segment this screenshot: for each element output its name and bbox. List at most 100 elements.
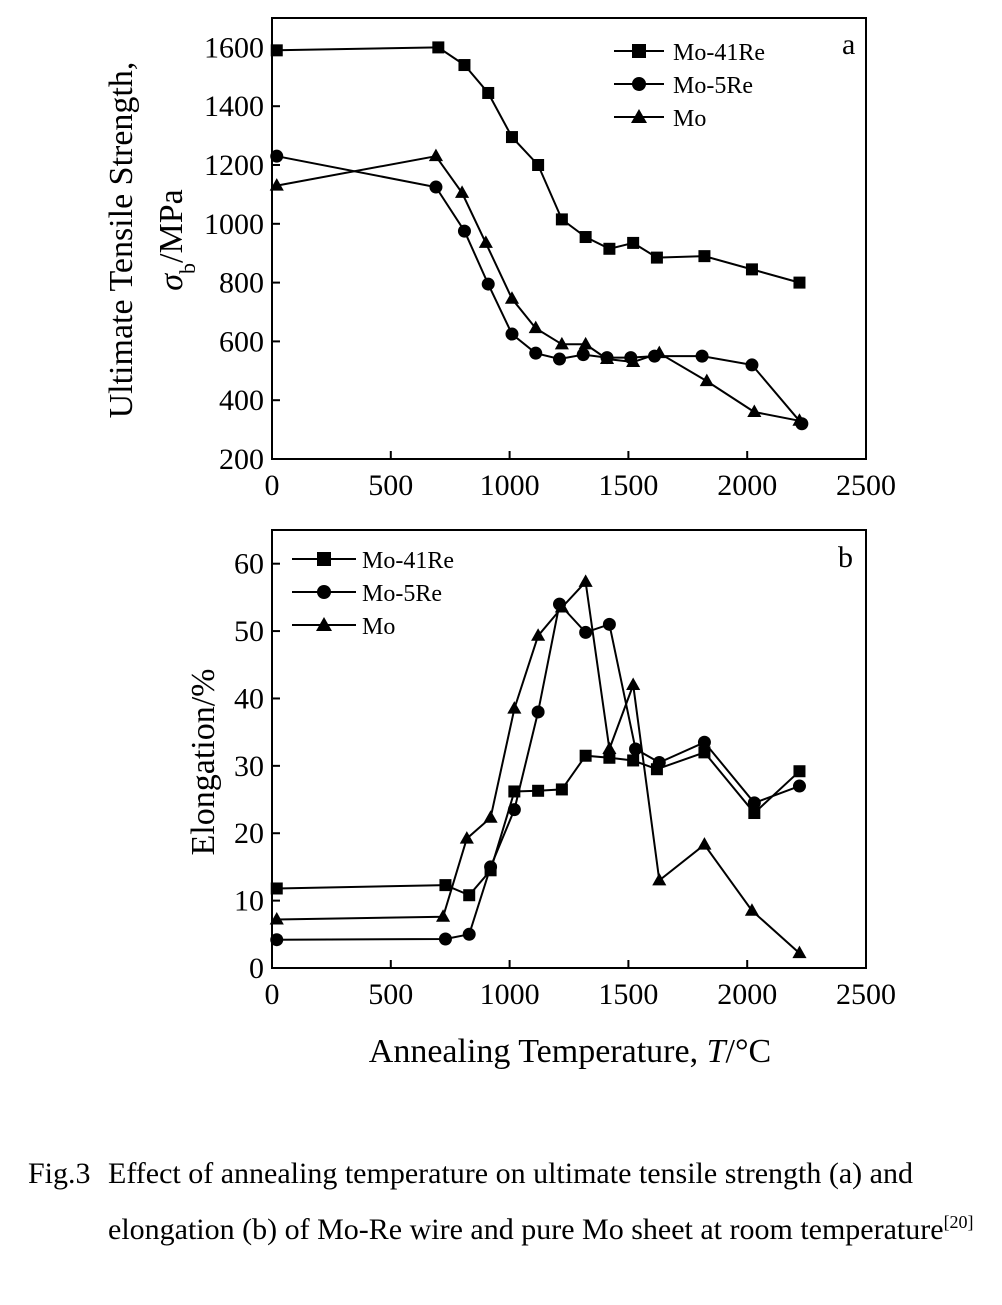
panel-a-xtick-label: 2500 xyxy=(836,469,896,502)
panel-b-point-mo5re xyxy=(792,779,806,793)
legend-a-marker-triangle xyxy=(631,109,647,123)
panel-b-point-mo5re xyxy=(484,860,498,874)
panel-b-point-mo xyxy=(652,872,667,886)
legend-a-label-mo5re: Mo-5Re xyxy=(673,73,753,99)
panel-b-xtick-label: 1000 xyxy=(480,978,540,1011)
panel-a-point-mo xyxy=(428,148,444,162)
panel-b-point-mo xyxy=(507,701,522,714)
panel-a-ylabel-line1: Ultimate Tensile Strength, xyxy=(103,62,140,419)
legend-a-marker-circle xyxy=(632,77,646,91)
panel-b-point-mo xyxy=(531,628,546,641)
panel-b-point-mo xyxy=(459,831,474,844)
panel-b-xlabel: Annealing Temperature, T/°C xyxy=(369,1033,771,1070)
panel-a-xtick-label: 1500 xyxy=(598,469,658,502)
panel-b-ytick-label: 40 xyxy=(234,682,264,715)
panel-a-point-mo41re xyxy=(745,263,758,276)
panel-a-line-mo xyxy=(276,155,800,422)
legend-a-marker-square xyxy=(632,44,646,58)
panel-a-point-mo41re xyxy=(505,131,518,144)
panel-a-point-mo5re xyxy=(695,349,709,363)
panel-b-xlabel-unit: /°C xyxy=(726,1033,772,1070)
panel-b-point-mo5re xyxy=(507,803,521,817)
panel-b-point-mo xyxy=(792,945,807,959)
panel-a-xtick-label: 0 xyxy=(265,469,280,502)
panel-b-ytick-label: 10 xyxy=(234,885,264,918)
panel-a-point-mo xyxy=(478,235,493,248)
panel-a-letter: a xyxy=(842,28,855,61)
panel-a-xtick-label: 500 xyxy=(368,469,413,502)
panel-a-point-mo5re xyxy=(481,277,495,291)
panel-a-ytick-label: 200 xyxy=(219,443,264,476)
panel-b-point-mo5re xyxy=(747,796,761,810)
panel-b-point-mo41re xyxy=(603,751,616,764)
panel-b-point-mo xyxy=(626,677,641,690)
panel-a-xtick-label: 2000 xyxy=(717,469,777,502)
panel-b-point-mo5re xyxy=(270,933,284,947)
panel-a-point-mo xyxy=(792,413,807,426)
panel-a-point-mo xyxy=(747,404,762,417)
panel-a-ytick-label: 1600 xyxy=(204,31,264,64)
panel-b-point-mo xyxy=(483,810,498,823)
panel-b-point-mo xyxy=(554,599,569,613)
panel-b-ytick-label: 0 xyxy=(249,952,264,985)
panel-a-point-mo41re xyxy=(482,86,495,99)
panel-b-point-mo41re xyxy=(579,749,592,762)
panel-b-point-mo xyxy=(436,909,451,922)
panel-b-point-mo41re xyxy=(463,889,476,902)
panel-b-point-mo5re xyxy=(697,735,711,749)
panel-a-ylabel-unit: /MPa xyxy=(153,189,190,263)
panel-b-letter: b xyxy=(838,541,853,574)
panel-b-point-mo5re xyxy=(438,932,452,946)
panel-b-point-mo41re xyxy=(793,765,806,778)
panel-b-point-mo41re xyxy=(439,879,452,892)
panel-a-ytick-label: 1400 xyxy=(204,90,264,123)
panel-a-plot-frame xyxy=(271,17,867,460)
panel-b-point-mo41re xyxy=(748,807,761,820)
panel-a-series xyxy=(269,41,809,431)
panel-a-line-mo5re xyxy=(276,155,803,425)
caption-text: Effect of annealing temperature on ultim… xyxy=(108,1157,944,1246)
panel-a-point-mo41re xyxy=(532,159,545,171)
panel-b-xtick-label: 2500 xyxy=(836,978,896,1011)
panel-a-ylabel-symbol: σ xyxy=(153,273,190,291)
caption-label: Fig.3 xyxy=(28,1157,91,1190)
panel-a-xtick-label: 1000 xyxy=(480,469,540,502)
panel-b-point-mo5re xyxy=(629,742,643,756)
panel-a-point-mo5re xyxy=(457,224,471,238)
panel-a-point-mo41re xyxy=(270,44,283,57)
panel-b-point-mo41re xyxy=(532,784,545,797)
panel-a-ytick-label: 1200 xyxy=(204,149,264,182)
caption-body: Effect of annealing temperature on ultim… xyxy=(108,1150,988,1254)
panel-b-point-mo xyxy=(602,741,617,754)
panel-a-ylabel-line2: σb/MPa xyxy=(153,189,200,290)
panel-a-ytick-label: 400 xyxy=(219,384,264,417)
panel-b-point-mo5re xyxy=(652,755,666,769)
panel-b-point-mo xyxy=(578,574,593,587)
caption-reference: [20] xyxy=(943,1212,974,1232)
panel-a-point-mo41re xyxy=(458,59,471,72)
panel-b-ytick-label: 20 xyxy=(234,817,264,850)
panel-b-xtick-label: 1500 xyxy=(598,978,658,1011)
panel-a-point-mo5re xyxy=(529,346,543,360)
panel-b-xlabel-var: T xyxy=(707,1033,728,1070)
panel-b-ytick-label: 60 xyxy=(234,548,264,581)
panel-a-point-mo xyxy=(455,185,470,198)
panel-a-point-mo xyxy=(699,373,714,387)
panel-a-point-mo xyxy=(578,336,593,350)
panel-a-point-mo xyxy=(554,336,569,350)
panel-b-xlabel-prefix: Annealing Temperature, xyxy=(369,1033,707,1070)
legend-b-marker-circle xyxy=(317,585,331,599)
panel-a-point-mo41re xyxy=(603,242,616,255)
panel-b-point-mo5re xyxy=(462,927,476,941)
panel-a-point-mo xyxy=(599,351,615,365)
panel-a-point-mo5re xyxy=(576,348,590,362)
panel-a-point-mo41re xyxy=(793,276,806,289)
panel-b-point-mo5re xyxy=(579,625,593,639)
panel-a-point-mo xyxy=(626,354,641,367)
panel-a-point-mo xyxy=(528,320,543,334)
panel-b-series xyxy=(269,574,807,959)
panel-b-point-mo41re xyxy=(270,882,283,895)
legend-b-label-mo5re: Mo-5Re xyxy=(362,581,442,607)
panel-b-ylabel: Elongation/% xyxy=(185,669,222,856)
panel-b-point-mo41re xyxy=(698,746,711,759)
